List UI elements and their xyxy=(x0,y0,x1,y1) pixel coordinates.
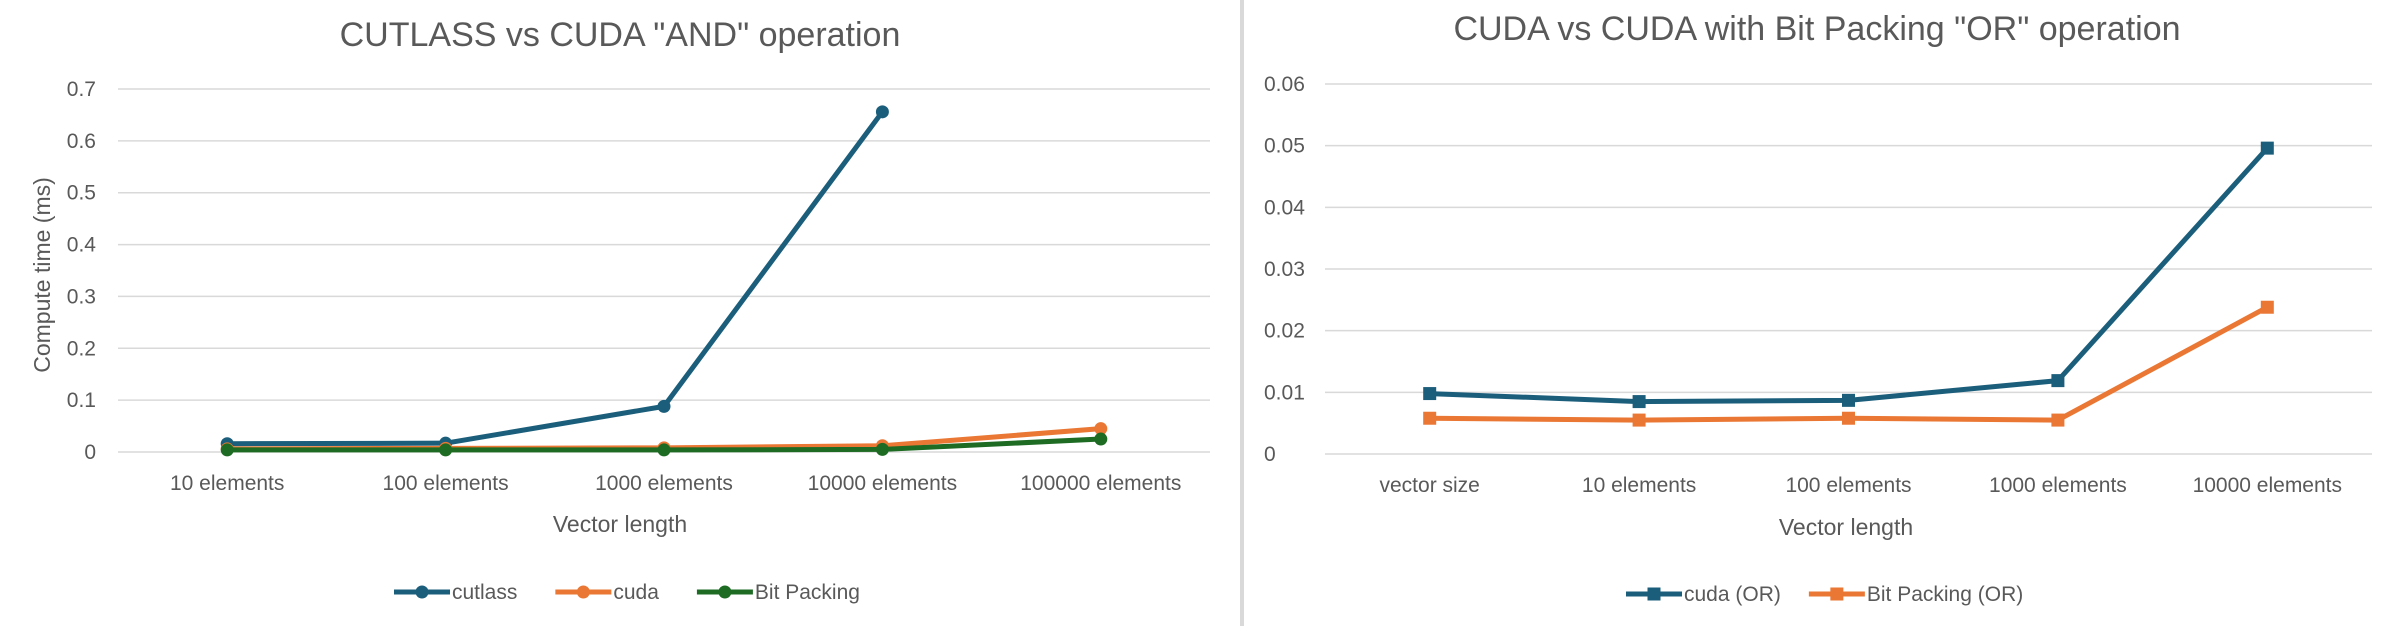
data-point xyxy=(2051,413,2065,427)
legend-label-0: cuda (OR) xyxy=(1684,583,1781,606)
data-point xyxy=(875,105,889,119)
x-tick-label: 10000 elements xyxy=(808,472,957,495)
panel-divider xyxy=(1240,0,1244,626)
legend-marker-0 xyxy=(415,585,429,599)
x-tick-label: 10 elements xyxy=(1582,474,1696,497)
x-tick-label: 100000 elements xyxy=(1020,472,1181,495)
x-tick-label: 100 elements xyxy=(383,472,509,495)
legend-marker-2 xyxy=(718,585,732,599)
chart-title: CUTLASS vs CUDA "AND" operation xyxy=(340,16,901,54)
data-point xyxy=(1842,393,1855,407)
data-point xyxy=(657,443,671,457)
y-tick-label: 0.04 xyxy=(1264,196,1305,219)
data-point xyxy=(875,442,889,456)
y-tick-label: 0.06 xyxy=(1264,73,1305,96)
x-tick-label: 10 elements xyxy=(170,472,284,495)
data-point xyxy=(220,443,234,457)
chart-title: CUDA vs CUDA with Bit Packing "OR" opera… xyxy=(1453,10,2180,48)
data-point xyxy=(1423,411,1437,425)
data-point xyxy=(1632,395,1646,409)
data-point xyxy=(439,443,453,457)
data-point xyxy=(1094,432,1108,446)
x-tick-label: vector size xyxy=(1380,474,1480,497)
chart-and-operation: CUTLASS vs CUDA "AND" operation Vector l… xyxy=(29,16,1210,604)
x-axis-label: Vector length xyxy=(553,511,687,537)
series-line-0 xyxy=(224,109,885,447)
chart-panel-or: CUDA vs CUDA with Bit Packing "OR" opera… xyxy=(1244,0,2391,626)
y-tick-label: 0 xyxy=(84,441,96,464)
y-tick-label: 0.4 xyxy=(67,234,97,257)
x-tick-label: 1000 elements xyxy=(1989,474,2127,497)
y-tick-label: 0.7 xyxy=(67,78,96,101)
y-axis-label: Compute time (ms) xyxy=(29,177,55,373)
legend-marker-1 xyxy=(576,585,590,599)
y-tick-label: 0 xyxy=(1264,443,1276,466)
data-point xyxy=(1632,413,1646,427)
y-tick-label: 0.05 xyxy=(1264,135,1305,158)
x-tick-label: 100 elements xyxy=(1785,474,1911,497)
y-tick-label: 0.3 xyxy=(67,285,96,308)
chart-or-operation: CUDA vs CUDA with Bit Packing "OR" opera… xyxy=(1264,10,2372,606)
y-tick-label: 0.03 xyxy=(1264,258,1305,281)
x-axis-label: Vector length xyxy=(1779,514,1913,540)
data-point xyxy=(1094,422,1108,436)
data-point xyxy=(1423,387,1437,401)
legend-label-2: Bit Packing xyxy=(755,581,860,604)
legend-label-0: cutlass xyxy=(452,581,517,604)
x-tick-label: 10000 elements xyxy=(2193,474,2342,497)
series-line-0 xyxy=(1427,145,2270,405)
legend-label-1: Bit Packing (OR) xyxy=(1867,583,2023,606)
y-tick-label: 0.02 xyxy=(1264,320,1305,343)
data-point xyxy=(657,399,671,413)
y-tick-label: 0.2 xyxy=(67,337,96,360)
legend-marker-0 xyxy=(1647,587,1661,601)
y-tick-label: 0.5 xyxy=(67,182,96,205)
x-tick-label: 1000 elements xyxy=(595,472,733,495)
data-point xyxy=(2051,374,2065,388)
data-point xyxy=(2260,300,2274,314)
legend-marker-1 xyxy=(1830,587,1844,601)
y-tick-label: 0.1 xyxy=(67,389,96,412)
data-point xyxy=(1842,411,1855,425)
y-tick-label: 0.01 xyxy=(1264,381,1305,404)
y-tick-label: 0.6 xyxy=(67,130,96,153)
legend-label-1: cuda xyxy=(613,581,659,604)
chart-panel-and: CUTLASS vs CUDA "AND" operation Vector l… xyxy=(29,16,1210,604)
data-point xyxy=(2260,141,2274,155)
